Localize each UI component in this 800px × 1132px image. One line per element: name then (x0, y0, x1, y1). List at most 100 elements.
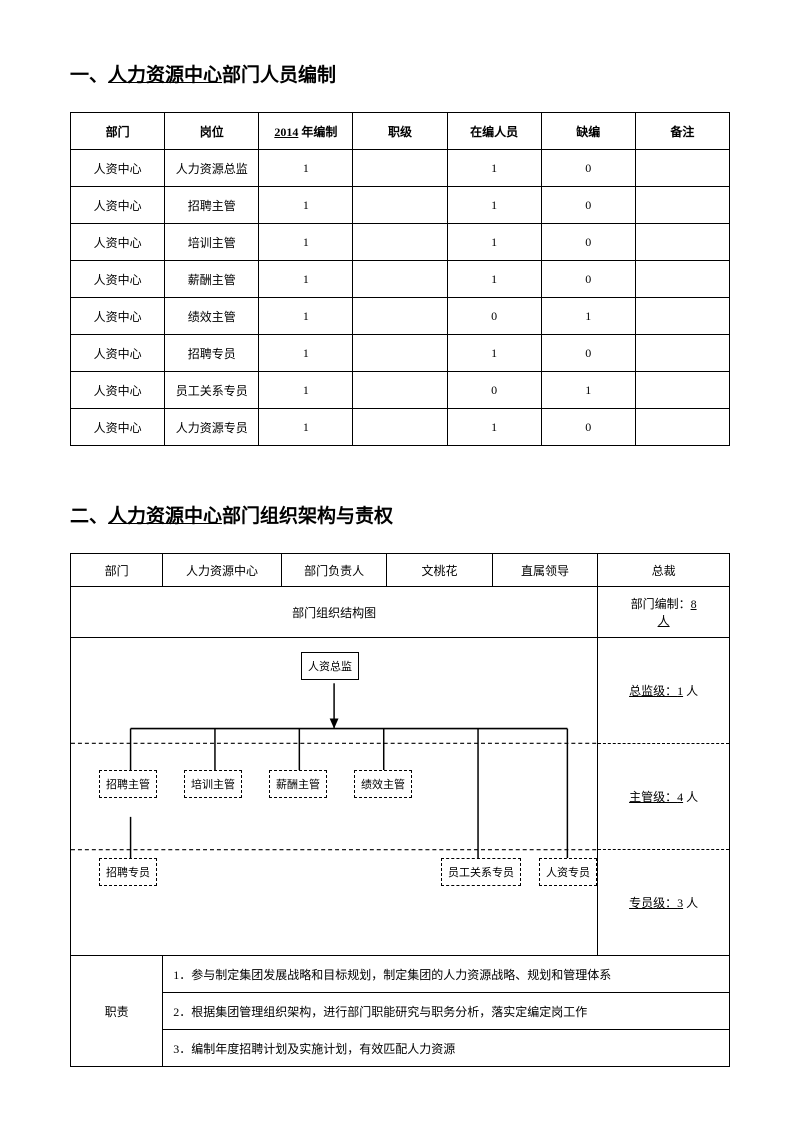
table-cell (353, 298, 447, 335)
table-row: 人资中心招聘专员110 (71, 335, 730, 372)
org-h5: 总裁 (598, 554, 730, 587)
org-h3: 文桃花 (387, 554, 492, 587)
table-cell: 1 (447, 150, 541, 187)
col-position: 岗位 (165, 113, 259, 150)
table-cell: 绩效主管 (165, 298, 259, 335)
table-cell (353, 150, 447, 187)
table-cell: 1 (447, 409, 541, 446)
table-cell: 人资中心 (71, 261, 165, 298)
table-cell: 0 (541, 187, 635, 224)
table-cell: 0 (541, 335, 635, 372)
table-cell (635, 261, 729, 298)
table-cell: 薪酬主管 (165, 261, 259, 298)
table-cell: 1 (447, 224, 541, 261)
table-row: 人资中心人力资源总监110 (71, 150, 730, 187)
table-cell: 0 (541, 150, 635, 187)
side-level2: 主管级：4 人 (598, 744, 730, 850)
col-remark: 备注 (635, 113, 729, 150)
table-cell: 1 (259, 224, 353, 261)
table-cell: 人资中心 (71, 409, 165, 446)
table-row: 人资中心员工关系专员101 (71, 372, 730, 409)
table-row: 人资中心招聘主管110 (71, 187, 730, 224)
heading-suffix-2: 部门组织架构与责权 (222, 506, 393, 527)
table-cell: 0 (541, 409, 635, 446)
resp-label: 职责 (71, 956, 163, 1067)
col-rank: 职级 (353, 113, 447, 150)
table-row: 人资中心人力资源专员110 (71, 409, 730, 446)
table-cell: 1 (541, 372, 635, 409)
node-mgr4: 绩效主管 (354, 770, 412, 798)
table-cell: 人资中心 (71, 298, 165, 335)
table-cell: 1 (447, 335, 541, 372)
section1-heading: 一、人力资源中心部门人员编制 (70, 60, 730, 87)
org-h4: 直属领导 (492, 554, 597, 587)
table-cell: 人力资源总监 (165, 150, 259, 187)
table-cell: 1 (541, 298, 635, 335)
org-table: 部门 人力资源中心 部门负责人 文桃花 直属领导 总裁 部门组织结构图 部门编制… (70, 553, 730, 1067)
side-level3: 专员级：3 人 (598, 850, 730, 956)
table-cell: 1 (447, 261, 541, 298)
table-cell: 0 (447, 298, 541, 335)
col-year: 2014 年编制 (259, 113, 353, 150)
table-cell: 1 (259, 261, 353, 298)
resp-3: 3．编制年度招聘计划及实施计划，有效匹配人力资源 (163, 1030, 730, 1067)
node-sp3: 人资专员 (539, 858, 597, 886)
side-level1: 总监级：1 人 (598, 638, 730, 744)
table-cell: 人资中心 (71, 187, 165, 224)
table-cell: 招聘主管 (165, 187, 259, 224)
table-cell (635, 224, 729, 261)
table-cell (635, 372, 729, 409)
resp-1: 1．参与制定集团发展战略和目标规划，制定集团的人力资源战略、规划和管理体系 (163, 956, 730, 993)
table-cell (353, 261, 447, 298)
heading-suffix: 部门人员编制 (222, 65, 336, 86)
node-sp2: 员工关系专员 (441, 858, 521, 886)
node-director: 人资总监 (301, 652, 359, 680)
heading-prefix-2: 二、 (70, 506, 108, 527)
table-row: 人资中心绩效主管101 (71, 298, 730, 335)
col-vacancy: 缺编 (541, 113, 635, 150)
node-sp1: 招聘专员 (99, 858, 157, 886)
org-h1: 人力资源中心 (163, 554, 282, 587)
node-mgr1: 招聘主管 (99, 770, 157, 798)
table-cell (635, 298, 729, 335)
table-cell (353, 224, 447, 261)
table-header-row: 部门 岗位 2014 年编制 职级 在编人员 缺编 备注 (71, 113, 730, 150)
table-cell (635, 187, 729, 224)
table-cell: 0 (541, 261, 635, 298)
heading-underline-2: 人力资源中心 (108, 506, 222, 527)
table-cell: 1 (259, 335, 353, 372)
side-count: 部门编制：8人 (598, 587, 730, 638)
table-cell: 1 (259, 150, 353, 187)
table-cell: 人资中心 (71, 150, 165, 187)
table-cell: 人资中心 (71, 335, 165, 372)
table-cell: 1 (259, 409, 353, 446)
table-cell (635, 150, 729, 187)
table-cell (635, 409, 729, 446)
col-dept: 部门 (71, 113, 165, 150)
table-cell: 人资中心 (71, 224, 165, 261)
resp-2: 2．根据集团管理组织架构，进行部门职能研究与职务分析，落实定编定岗工作 (163, 993, 730, 1030)
table-cell: 1 (259, 187, 353, 224)
table-cell: 0 (447, 372, 541, 409)
org-chart-cell: 人资总监 招聘主管 培训主管 薪酬主管 绩效主管 招聘专员 员工关系专员 人资专… (71, 638, 598, 956)
col-current: 在编人员 (447, 113, 541, 150)
table-row: 人资中心薪酬主管110 (71, 261, 730, 298)
org-header-row: 部门 人力资源中心 部门负责人 文桃花 直属领导 总裁 (71, 554, 730, 587)
table-cell: 0 (541, 224, 635, 261)
table-cell: 人资中心 (71, 372, 165, 409)
section2-heading: 二、人力资源中心部门组织架构与责权 (70, 501, 730, 528)
table-cell (353, 187, 447, 224)
table-cell (353, 335, 447, 372)
table-cell (353, 409, 447, 446)
node-mgr2: 培训主管 (184, 770, 242, 798)
table-row: 人资中心培训主管110 (71, 224, 730, 261)
heading-underline: 人力资源中心 (108, 65, 222, 86)
org-h0: 部门 (71, 554, 163, 587)
table-cell: 人力资源专员 (165, 409, 259, 446)
org-h2: 部门负责人 (281, 554, 386, 587)
table-cell: 1 (447, 187, 541, 224)
chart-title-cell: 部门组织结构图 (71, 587, 598, 638)
table-cell (353, 372, 447, 409)
table-cell: 1 (259, 372, 353, 409)
table-cell: 培训主管 (165, 224, 259, 261)
